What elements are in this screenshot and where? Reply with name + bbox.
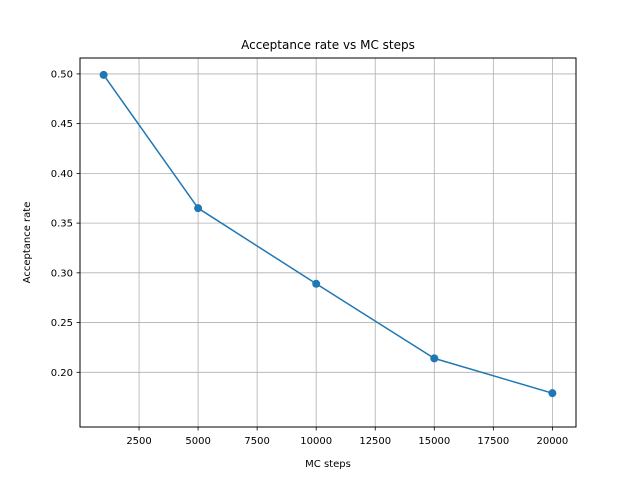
grid [80, 58, 576, 427]
x-tick-label: 17500 [477, 436, 509, 447]
y-tick-label: 0.45 [51, 119, 73, 130]
ticks: 2500 5000 7500 10000 12500 15000 17500 20000 0.2… [51, 70, 569, 447]
x-tick-label: 20000 [536, 436, 568, 447]
y-axis-label: Acceptance rate [22, 202, 33, 284]
series [99, 70, 557, 398]
x-tick-label: 2500 [126, 436, 151, 447]
y-tick-label: 0.40 [51, 169, 73, 180]
x-axis-label: MC steps [305, 459, 351, 470]
y-tick-label: 0.35 [51, 219, 73, 230]
x-tick-label: 15000 [418, 436, 450, 447]
data-point [430, 354, 439, 363]
y-tick-label: 0.20 [51, 368, 73, 379]
data-point [194, 204, 203, 213]
y-tick-label: 0.30 [51, 268, 73, 279]
x-tick-label: 5000 [185, 436, 210, 447]
x-tick-label: 7500 [244, 436, 269, 447]
x-tick-label: 12500 [359, 436, 391, 447]
chart-title: Acceptance rate vs MC steps [241, 38, 415, 52]
plot-area-frame [79, 57, 577, 428]
x-tick-label: 10000 [300, 436, 332, 447]
data-point [548, 389, 557, 398]
y-tick-label: 0.25 [51, 318, 73, 329]
y-tick-label: 0.50 [51, 70, 73, 81]
data-point [99, 70, 108, 79]
data-point [312, 279, 321, 288]
